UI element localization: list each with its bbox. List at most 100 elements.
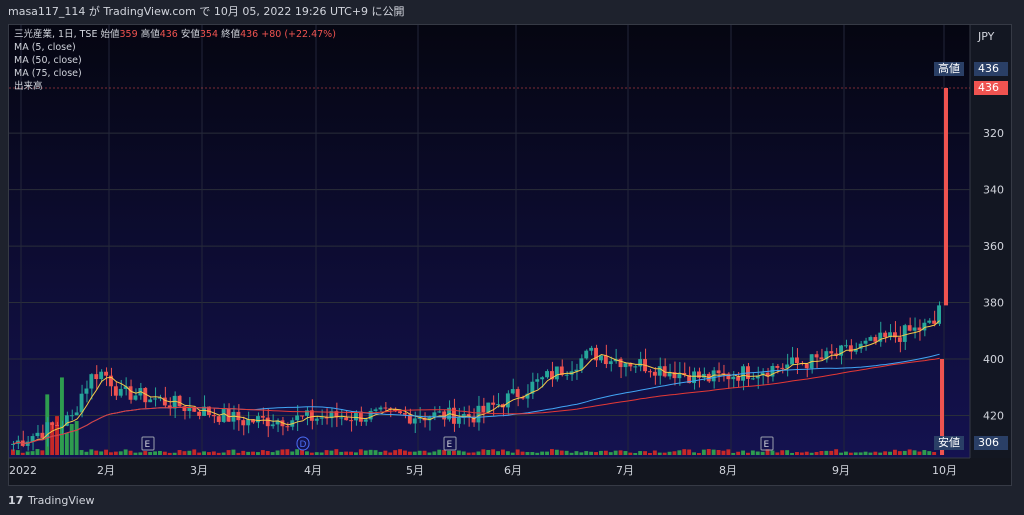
price-tick-label: 420 (983, 409, 1004, 422)
candle-body (344, 417, 349, 421)
candle-body (603, 355, 608, 365)
high-label: 高値 (140, 29, 160, 40)
publish-header: masa117_114 が TradingView.com で 10月 05, … (0, 0, 1024, 24)
volume-bar (569, 452, 574, 455)
candle-body (339, 417, 344, 419)
volume-bar (417, 450, 422, 455)
volume-bar (207, 452, 211, 455)
ma50-legend[interactable]: MA (50, close) (14, 55, 82, 66)
candle-body (55, 424, 59, 426)
volume-bar (618, 450, 623, 455)
candle-body (148, 399, 153, 403)
volume-legend[interactable]: 出来高 (14, 81, 43, 92)
price-tick-label: 320 (983, 127, 1004, 140)
candle-body (305, 410, 309, 416)
volume-bar (260, 450, 265, 455)
candle-body (35, 432, 40, 437)
event-marker-label: D (300, 440, 307, 450)
volume-bar (804, 451, 809, 455)
candle-body (167, 405, 172, 409)
candle-body (373, 409, 378, 411)
volume-bar (829, 450, 834, 455)
volume-bar (667, 451, 672, 455)
volume-bar (579, 452, 584, 455)
volume-bar (746, 452, 750, 455)
candle-body (94, 374, 99, 380)
candle-body (182, 406, 187, 412)
volume-bar (481, 449, 486, 455)
volume-bar (765, 449, 770, 455)
candle-body (461, 414, 466, 418)
time-tick-label: 9月 (832, 464, 850, 477)
volume-bar (113, 451, 118, 455)
candle-body (143, 388, 148, 403)
candle-body (878, 332, 883, 342)
volume-bar (363, 450, 368, 455)
candle-body (559, 366, 564, 376)
candle-body (393, 409, 398, 412)
ma75-legend[interactable]: MA (75, close) (14, 68, 82, 79)
volume-bar (848, 452, 853, 455)
candle-body (848, 345, 853, 352)
chart-legend: 三光産業, 1日, TSE 始値359 高値436 安値354 終値436 +8… (14, 28, 336, 93)
volume-bar (608, 452, 613, 455)
candle-body (113, 386, 118, 396)
candle-body (476, 405, 481, 423)
ma5-legend[interactable]: MA (5, close) (14, 42, 76, 53)
volume-bar (236, 452, 241, 455)
volume-bar (657, 452, 662, 455)
volume-bar (790, 452, 794, 455)
volume-bar (177, 450, 182, 455)
candle-body (907, 325, 912, 331)
volume-bar (393, 450, 398, 455)
volume-bar (858, 452, 863, 455)
volume-bar (731, 452, 736, 455)
candle-body (486, 402, 491, 413)
time-tick-label: 2月 (97, 464, 115, 477)
candle-body (417, 417, 422, 419)
volume-bar (574, 451, 579, 455)
volume-bar (11, 449, 15, 455)
volume-bar (50, 422, 55, 455)
volume-bar (799, 452, 804, 455)
footer: 𝟭𝟳 TradingView (0, 490, 1024, 515)
time-tick-label: 4月 (304, 464, 322, 477)
volume-bar (305, 451, 309, 455)
candle-body (398, 411, 402, 414)
volume-bar (525, 452, 530, 455)
candle-body (599, 355, 603, 361)
volume-bar (270, 452, 275, 455)
volume-bar (192, 449, 197, 455)
candle-body (711, 370, 716, 382)
volume-bar (701, 449, 706, 455)
price-tick-label: 360 (983, 240, 1004, 253)
candle-body (932, 320, 937, 324)
candle-body (109, 375, 113, 387)
candle-body (633, 366, 638, 368)
candle-body (236, 411, 241, 421)
time-tick-label: 5月 (406, 464, 424, 477)
volume-bar (559, 450, 564, 455)
candle-body (530, 381, 535, 394)
volume-bar (883, 451, 888, 455)
volume-bar (603, 450, 608, 455)
volume-bar (893, 449, 897, 455)
candle-body (853, 348, 858, 352)
volume-bar (354, 452, 358, 455)
symbol-ohlc-line: 三光産業, 1日, TSE 始値359 高値436 安値354 終値436 +8… (14, 28, 336, 41)
high-tag-value: 436 (974, 62, 1008, 76)
volume-bar (697, 452, 701, 455)
candle-body (358, 411, 363, 422)
candle-body (285, 426, 290, 428)
candle-body (437, 411, 442, 413)
volume-bar (221, 452, 226, 455)
candle-body (202, 406, 206, 416)
candle-body (824, 351, 829, 360)
volume-bar (545, 451, 549, 455)
candle-body (750, 378, 755, 380)
volume-bar (505, 451, 510, 455)
candle-body (309, 410, 314, 421)
volume-bar (888, 451, 892, 455)
volume-bar (256, 452, 260, 455)
